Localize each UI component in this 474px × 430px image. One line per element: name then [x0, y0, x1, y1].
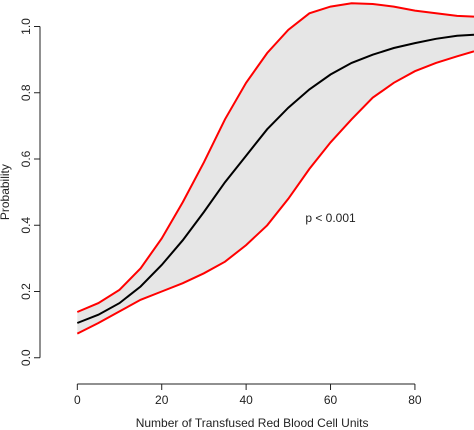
x-axis-title: Number of Transfused Red Blood Cell Unit…: [136, 416, 369, 430]
p-value-annotation: p < 0.001: [305, 211, 356, 225]
confidence-band: [77, 3, 474, 334]
y-tick-label: 0.2: [19, 283, 33, 300]
x-tick-label: 60: [324, 393, 338, 407]
x-tick-label: 80: [408, 393, 422, 407]
plot-area: [76, 2, 474, 335]
y-tick-label: 0.6: [19, 150, 33, 167]
y-axis-title: Probability: [0, 164, 12, 220]
x-tick-label: 0: [74, 393, 81, 407]
axes: 0.0 0.2 0.4 0.6 0.8 1.0 0 20 40 60 80: [19, 18, 422, 407]
probability-curve: [76, 33, 474, 324]
upper-ci-line: [76, 2, 474, 313]
y-tick-label: 0.4: [19, 217, 33, 234]
y-tick-label: 0.8: [19, 84, 33, 101]
x-tick-label: 40: [239, 393, 253, 407]
x-tick-label: 20: [155, 393, 169, 407]
y-tick-label: 0.0: [19, 349, 33, 366]
lower-ci-line: [76, 50, 474, 335]
y-tick-label: 1.0: [19, 18, 33, 35]
